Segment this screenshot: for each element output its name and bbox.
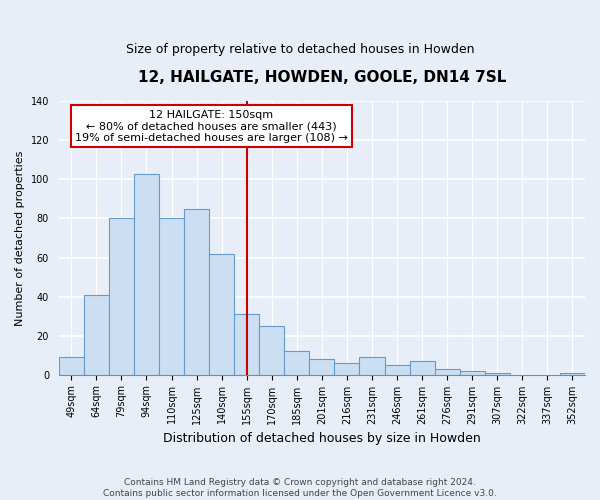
Text: 12 HAILGATE: 150sqm
← 80% of detached houses are smaller (443)
19% of semi-detac: 12 HAILGATE: 150sqm ← 80% of detached ho… — [75, 110, 348, 143]
X-axis label: Distribution of detached houses by size in Howden: Distribution of detached houses by size … — [163, 432, 481, 445]
Bar — [410, 361, 434, 374]
Bar — [485, 372, 510, 374]
Bar — [310, 359, 334, 374]
Bar — [209, 254, 234, 374]
Bar — [234, 314, 259, 374]
Title: 12, HAILGATE, HOWDEN, GOOLE, DN14 7SL: 12, HAILGATE, HOWDEN, GOOLE, DN14 7SL — [138, 70, 506, 85]
Bar — [109, 218, 134, 374]
Bar — [560, 372, 585, 374]
Text: Size of property relative to detached houses in Howden: Size of property relative to detached ho… — [126, 42, 474, 56]
Bar — [134, 174, 159, 374]
Bar — [434, 368, 460, 374]
Bar — [159, 218, 184, 374]
Y-axis label: Number of detached properties: Number of detached properties — [15, 150, 25, 326]
Bar — [184, 208, 209, 374]
Bar — [359, 357, 385, 374]
Bar — [385, 365, 410, 374]
Bar — [259, 326, 284, 374]
Bar — [284, 351, 310, 374]
Bar — [84, 294, 109, 374]
Text: Contains HM Land Registry data © Crown copyright and database right 2024.
Contai: Contains HM Land Registry data © Crown c… — [103, 478, 497, 498]
Bar — [59, 357, 84, 374]
Bar — [460, 370, 485, 374]
Bar — [334, 363, 359, 374]
